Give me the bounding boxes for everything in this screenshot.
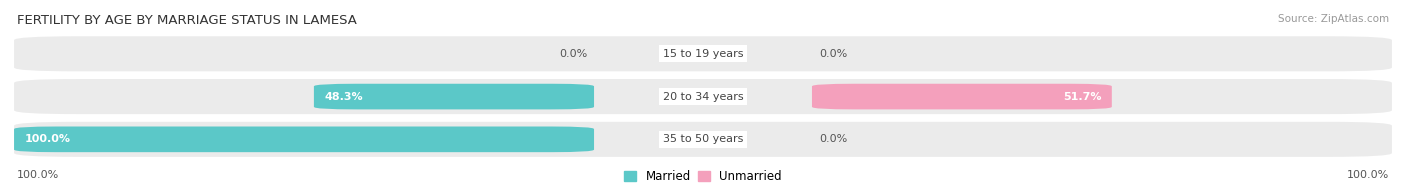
FancyBboxPatch shape [813,84,1112,109]
Text: 100.0%: 100.0% [17,170,59,180]
Text: 100.0%: 100.0% [1347,170,1389,180]
Text: 15 to 19 years: 15 to 19 years [662,49,744,59]
Text: 51.7%: 51.7% [1063,92,1101,102]
Text: 0.0%: 0.0% [818,134,848,144]
Text: 35 to 50 years: 35 to 50 years [662,134,744,144]
FancyBboxPatch shape [14,126,593,152]
Text: 48.3%: 48.3% [325,92,363,102]
FancyBboxPatch shape [14,122,1392,157]
Text: FERTILITY BY AGE BY MARRIAGE STATUS IN LAMESA: FERTILITY BY AGE BY MARRIAGE STATUS IN L… [17,14,357,27]
FancyBboxPatch shape [14,79,1392,114]
Text: Source: ZipAtlas.com: Source: ZipAtlas.com [1278,14,1389,24]
Text: 100.0%: 100.0% [25,134,70,144]
FancyBboxPatch shape [314,84,595,109]
FancyBboxPatch shape [14,36,1392,71]
Legend: Married, Unmarried: Married, Unmarried [620,165,786,188]
Text: 20 to 34 years: 20 to 34 years [662,92,744,102]
Text: 0.0%: 0.0% [558,49,588,59]
Text: 0.0%: 0.0% [818,49,848,59]
